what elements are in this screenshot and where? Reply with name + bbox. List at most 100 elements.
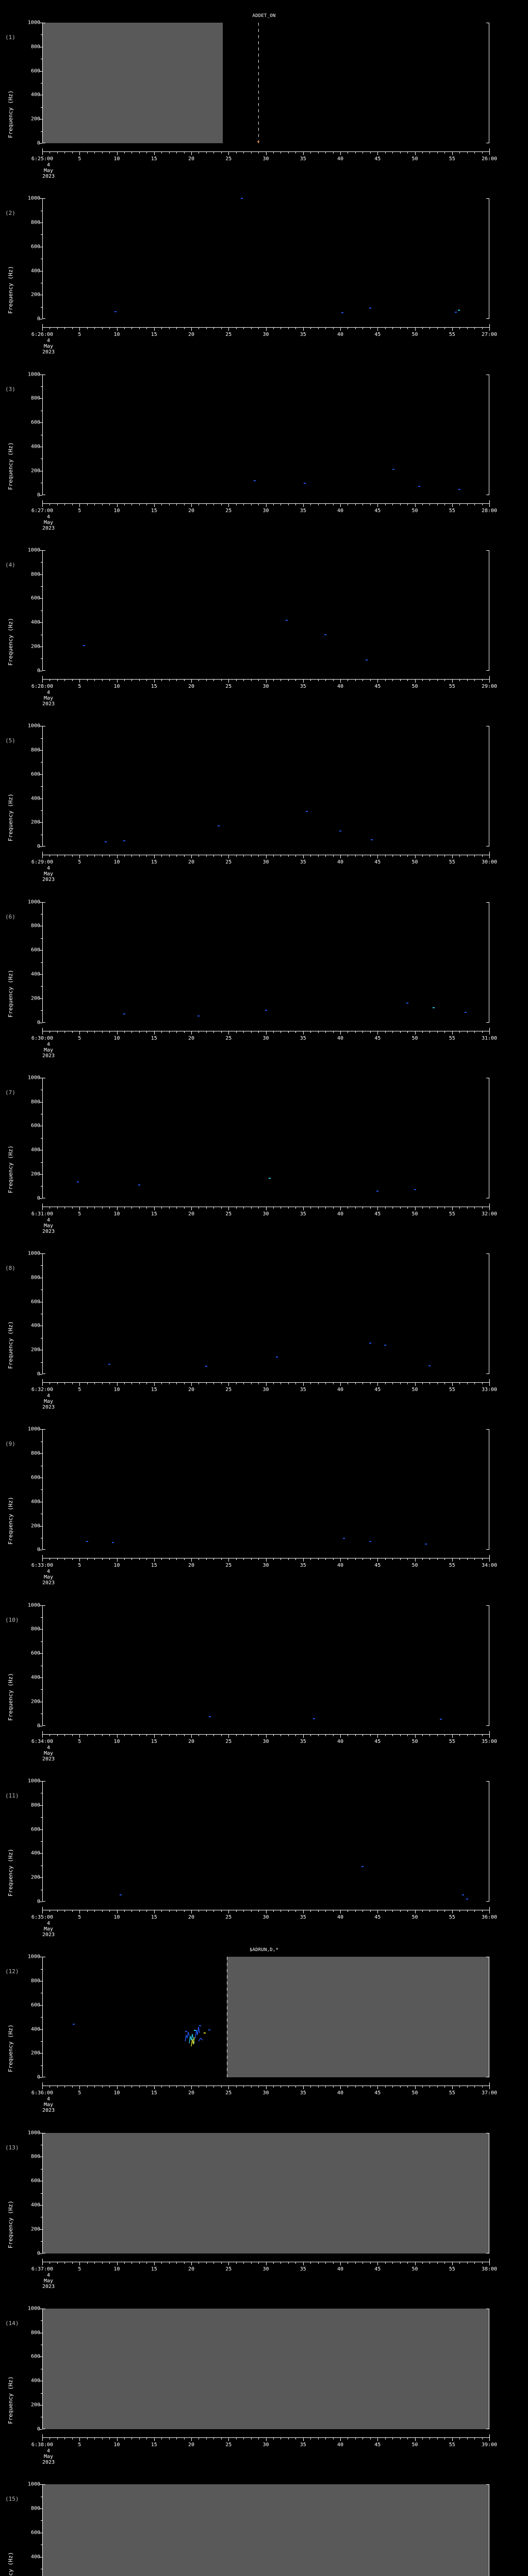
x-tick-minor — [370, 2086, 371, 2088]
x-tick-minor — [422, 1030, 423, 1033]
x-tick-minor — [94, 1206, 95, 1209]
y-tick-major — [40, 750, 42, 751]
panel-10: (10) Frequency (Hz) 0 200 400 600 800 1000 6:34:… — [0, 1583, 528, 1762]
x-tick-major — [266, 1558, 267, 1562]
x-tick-label: 35 — [300, 683, 306, 689]
y-tick-major — [40, 974, 42, 975]
x-tick-minor — [362, 2261, 364, 2264]
x-tick-minor — [482, 503, 483, 505]
x-tick-minor — [251, 1910, 252, 1912]
y-tick-label: 400 — [30, 444, 40, 450]
x-tick-minor — [355, 1030, 356, 1033]
y-tick-major — [40, 574, 42, 575]
x-tick-major — [117, 679, 118, 683]
x-tick-minor — [243, 503, 244, 505]
x-tick-minor — [407, 1382, 408, 1385]
x-tick-minor — [72, 327, 73, 330]
x-tick-minor — [273, 2437, 274, 2439]
x-tick-major — [415, 503, 416, 507]
detection-mark — [276, 1357, 278, 1358]
x-tick-major — [415, 2261, 416, 2265]
x-tick-label: 40 — [337, 156, 344, 162]
y-tick-label: 800 — [30, 2330, 40, 2336]
x-tick-minor — [109, 1734, 110, 1736]
y-tick-minor — [41, 1617, 42, 1618]
x-tick-minor — [213, 1558, 214, 1561]
detection-mark — [341, 312, 344, 314]
x-tick-minor — [131, 679, 133, 681]
y-tick-label: 800 — [30, 2505, 40, 2512]
x-tick-major — [377, 1910, 378, 1913]
x-tick-minor — [273, 1382, 274, 1385]
x-tick-label: 5 — [78, 507, 81, 514]
y-tick-label: 200 — [30, 995, 40, 1002]
x-tick-minor — [87, 679, 88, 681]
x-tick-label: 45 — [374, 2090, 381, 2096]
y-tick-label: 0 — [37, 492, 40, 498]
panel-number: (4) — [5, 561, 15, 568]
x-tick-minor — [87, 1206, 88, 1209]
x-tick-label: 15 — [151, 1914, 157, 1920]
x-tick-minor — [459, 2437, 460, 2439]
x-tick-minor — [444, 2261, 446, 2264]
x-tick-major — [117, 1910, 118, 1913]
x-tick-minor — [176, 327, 177, 330]
x-tick-minor — [474, 151, 475, 154]
y-tick-major — [40, 2429, 42, 2430]
x-tick-minor — [169, 2437, 170, 2439]
x-tick-minor — [333, 2261, 334, 2264]
x-tick-minor — [392, 1206, 393, 1209]
x-tick-major — [79, 1030, 80, 1035]
x-tick-label: 5 — [78, 1035, 81, 1041]
x-tick-label: 15 — [151, 1211, 157, 1217]
x-tick-minor — [444, 1206, 446, 1209]
x-tick-major — [303, 1206, 304, 1210]
x-tick-minor — [57, 151, 58, 154]
x-tick-major — [228, 2086, 229, 2090]
x-tick-minor — [109, 503, 110, 505]
x-tick-minor — [146, 2261, 147, 2264]
x-tick-minor — [57, 503, 58, 505]
x-tick-minor — [102, 1558, 103, 1561]
y-tick-major — [40, 2029, 42, 2030]
x-tick-minor — [161, 679, 162, 681]
x-tick-minor — [184, 503, 185, 505]
x-tick-minor — [333, 2437, 334, 2439]
plot-area: 0 200 400 600 800 1000 — [28, 547, 489, 673]
y-tick-major — [40, 270, 42, 272]
detection-mark — [343, 1538, 345, 1539]
y-tick-major — [40, 71, 42, 72]
x-tick-label: 50 — [411, 507, 418, 514]
x-tick-major — [228, 2261, 229, 2265]
y-tick-label: 400 — [30, 2554, 40, 2560]
x-tick-minor — [482, 327, 483, 330]
x-tick-minor — [467, 679, 468, 681]
x-axis-start-label: 6:36:00 — [31, 2090, 54, 2096]
axis-cap — [42, 1253, 45, 1255]
x-tick-minor — [362, 2086, 364, 2088]
plot-area: 0 200 400 600 800 1000 — [28, 196, 489, 322]
x-tick-minor — [467, 1910, 468, 1912]
x-tick-minor — [422, 1734, 423, 1736]
x-axis-endcap — [42, 2082, 43, 2087]
x-tick-minor — [64, 2086, 65, 2088]
x-tick-minor — [236, 1382, 237, 1385]
x-tick-minor — [161, 1030, 162, 1033]
x-tick-major — [228, 1558, 229, 1562]
x-tick-label: 30 — [262, 507, 269, 514]
y-tick-label: 600 — [30, 1650, 40, 1656]
x-tick-minor — [176, 1206, 177, 1209]
x-tick-minor — [109, 327, 110, 330]
detection-mark — [265, 1010, 267, 1011]
x-tick-major — [340, 2437, 341, 2441]
detection-mark — [406, 1003, 409, 1004]
x-tick-major — [117, 151, 118, 155]
x-tick-minor — [370, 1558, 371, 1561]
x-tick-label: 40 — [337, 332, 344, 338]
x-tick-major — [42, 327, 43, 331]
x-tick-minor — [221, 1558, 222, 1561]
y-tick-minor — [41, 307, 42, 308]
x-tick-minor — [362, 1910, 364, 1912]
x-tick-major — [117, 1030, 118, 1035]
x-tick-minor — [318, 679, 319, 681]
